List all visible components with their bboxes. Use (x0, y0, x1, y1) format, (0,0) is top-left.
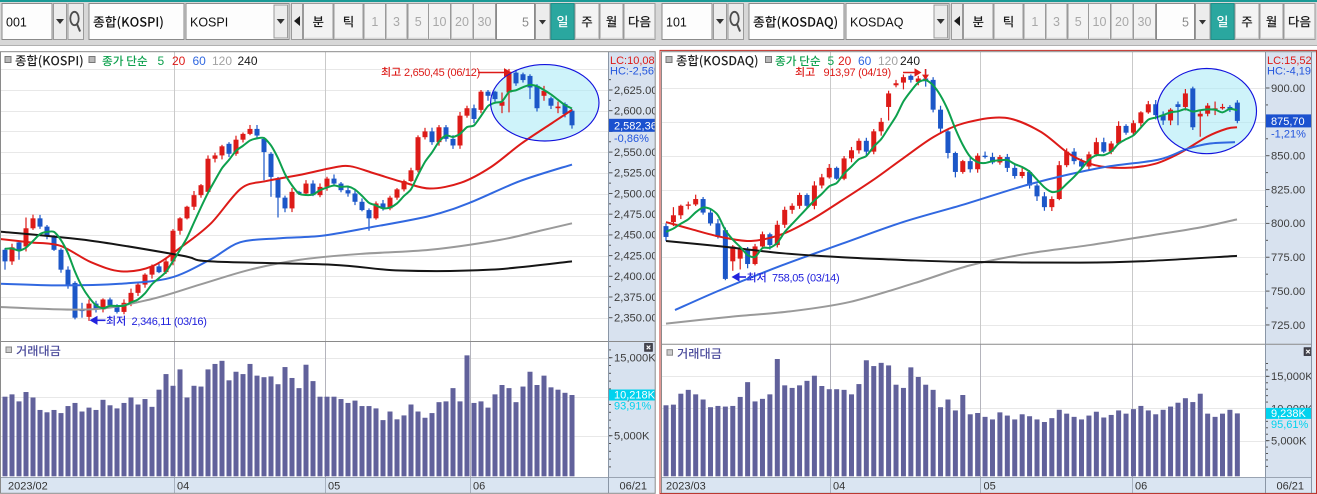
svg-text:2,475.00: 2,475.00 (614, 209, 658, 221)
svg-text:5,000K: 5,000K (614, 431, 650, 443)
svg-text:2,350.00: 2,350.00 (614, 313, 658, 325)
svg-text:3: 3 (393, 15, 400, 29)
svg-text:15,000K: 15,000K (614, 353, 656, 365)
svg-text:06: 06 (1135, 481, 1147, 493)
svg-text:05: 05 (984, 481, 996, 493)
svg-text:2,582,36: 2,582,36 (614, 121, 657, 133)
svg-text:30: 30 (1138, 15, 1152, 29)
svg-text:2,625.00: 2,625.00 (614, 85, 658, 97)
svg-text:06: 06 (473, 481, 485, 493)
svg-text:825.00: 825.00 (1271, 184, 1305, 196)
svg-text:725.00: 725.00 (1271, 320, 1305, 332)
svg-text:1: 1 (371, 15, 378, 29)
svg-text:95,61%: 95,61% (1271, 419, 1309, 431)
svg-text:HC:-2,56%: HC:-2,56% (610, 66, 664, 78)
svg-text:HC:-4,19%: HC:-4,19% (1267, 66, 1317, 78)
svg-text:2,346,11 (03/16): 2,346,11 (03/16) (132, 316, 207, 328)
svg-text:240: 240 (900, 54, 920, 68)
svg-text:5: 5 (415, 15, 422, 29)
svg-text:30: 30 (478, 15, 492, 29)
svg-text:2,375.00: 2,375.00 (614, 292, 658, 304)
svg-text:9,238K: 9,238K (1271, 408, 1307, 420)
svg-text:2,550.00: 2,550.00 (614, 147, 658, 159)
svg-text:2,650,45 (06/12): 2,650,45 (06/12) (404, 67, 480, 79)
svg-text:LC:10,08%: LC:10,08% (610, 55, 665, 67)
svg-text:93,91%: 93,91% (614, 401, 652, 413)
svg-text:KOSDAQ: KOSDAQ (850, 15, 904, 29)
svg-text:06/21: 06/21 (620, 481, 648, 493)
svg-text:5,000K: 5,000K (1271, 436, 1307, 448)
svg-text:KOSPI: KOSPI (190, 15, 228, 29)
svg-text:10,218K: 10,218K (614, 390, 656, 402)
svg-text:120: 120 (212, 54, 232, 68)
svg-text:20: 20 (838, 54, 852, 68)
svg-text:2,425.00: 2,425.00 (614, 250, 658, 262)
svg-text:04: 04 (177, 481, 189, 493)
svg-text:04: 04 (833, 481, 845, 493)
svg-text:-1,21%: -1,21% (1271, 128, 1306, 140)
svg-text:5: 5 (158, 54, 165, 68)
svg-text:2,500.00: 2,500.00 (614, 188, 658, 200)
svg-text:5: 5 (828, 54, 835, 68)
svg-text:3: 3 (1053, 15, 1060, 29)
svg-text:2,600.00: 2,600.00 (614, 106, 658, 118)
svg-text:5: 5 (1182, 15, 1189, 29)
svg-text:LC:15,52%: LC:15,52% (1267, 55, 1317, 67)
svg-text:2023/03: 2023/03 (666, 481, 706, 493)
svg-text:120: 120 (878, 54, 898, 68)
svg-text:06/21: 06/21 (1277, 481, 1305, 493)
svg-text:5: 5 (1075, 15, 1082, 29)
svg-text:2,400.00: 2,400.00 (614, 271, 658, 283)
svg-text:800.00: 800.00 (1271, 218, 1305, 230)
svg-text:05: 05 (328, 481, 340, 493)
svg-text:2023/02: 2023/02 (8, 481, 48, 493)
svg-text:850.00: 850.00 (1271, 151, 1305, 163)
svg-text:-0,86%: -0,86% (614, 133, 649, 145)
svg-text:20: 20 (172, 54, 186, 68)
svg-text:1: 1 (1031, 15, 1038, 29)
svg-text:875,70: 875,70 (1271, 116, 1305, 128)
svg-text:20: 20 (455, 15, 469, 29)
svg-text:15,000K: 15,000K (1271, 371, 1313, 383)
svg-text:913,97 (04/19): 913,97 (04/19) (824, 67, 891, 79)
svg-text:2,450.00: 2,450.00 (614, 230, 658, 242)
svg-text:900.00: 900.00 (1271, 83, 1305, 95)
svg-text:5: 5 (522, 15, 529, 29)
svg-text:10: 10 (1093, 15, 1107, 29)
svg-text:750.00: 750.00 (1271, 286, 1305, 298)
svg-text:758,05 (03/14): 758,05 (03/14) (772, 273, 839, 285)
svg-text:240: 240 (238, 54, 258, 68)
svg-text:10: 10 (433, 15, 447, 29)
svg-text:775.00: 775.00 (1271, 252, 1305, 264)
svg-text:001: 001 (6, 16, 27, 30)
svg-text:2,525.00: 2,525.00 (614, 168, 658, 180)
svg-text:60: 60 (858, 54, 872, 68)
svg-text:20: 20 (1115, 15, 1129, 29)
svg-text:101: 101 (666, 16, 687, 30)
svg-text:60: 60 (193, 54, 207, 68)
